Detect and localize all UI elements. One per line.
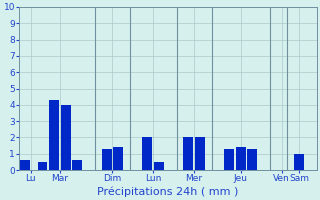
X-axis label: Précipitations 24h ( mm ): Précipitations 24h ( mm ) [97, 186, 238, 197]
Bar [247, 149, 257, 170]
Bar [37, 162, 47, 170]
Bar [183, 137, 193, 170]
Bar [73, 160, 83, 170]
Bar [195, 137, 205, 170]
Bar [294, 154, 304, 170]
Bar [61, 105, 71, 170]
Bar [49, 100, 59, 170]
Bar [154, 162, 164, 170]
Bar [224, 149, 234, 170]
Bar [142, 137, 152, 170]
Bar [102, 149, 112, 170]
Bar [113, 147, 123, 170]
Bar [236, 147, 246, 170]
Bar [20, 160, 30, 170]
